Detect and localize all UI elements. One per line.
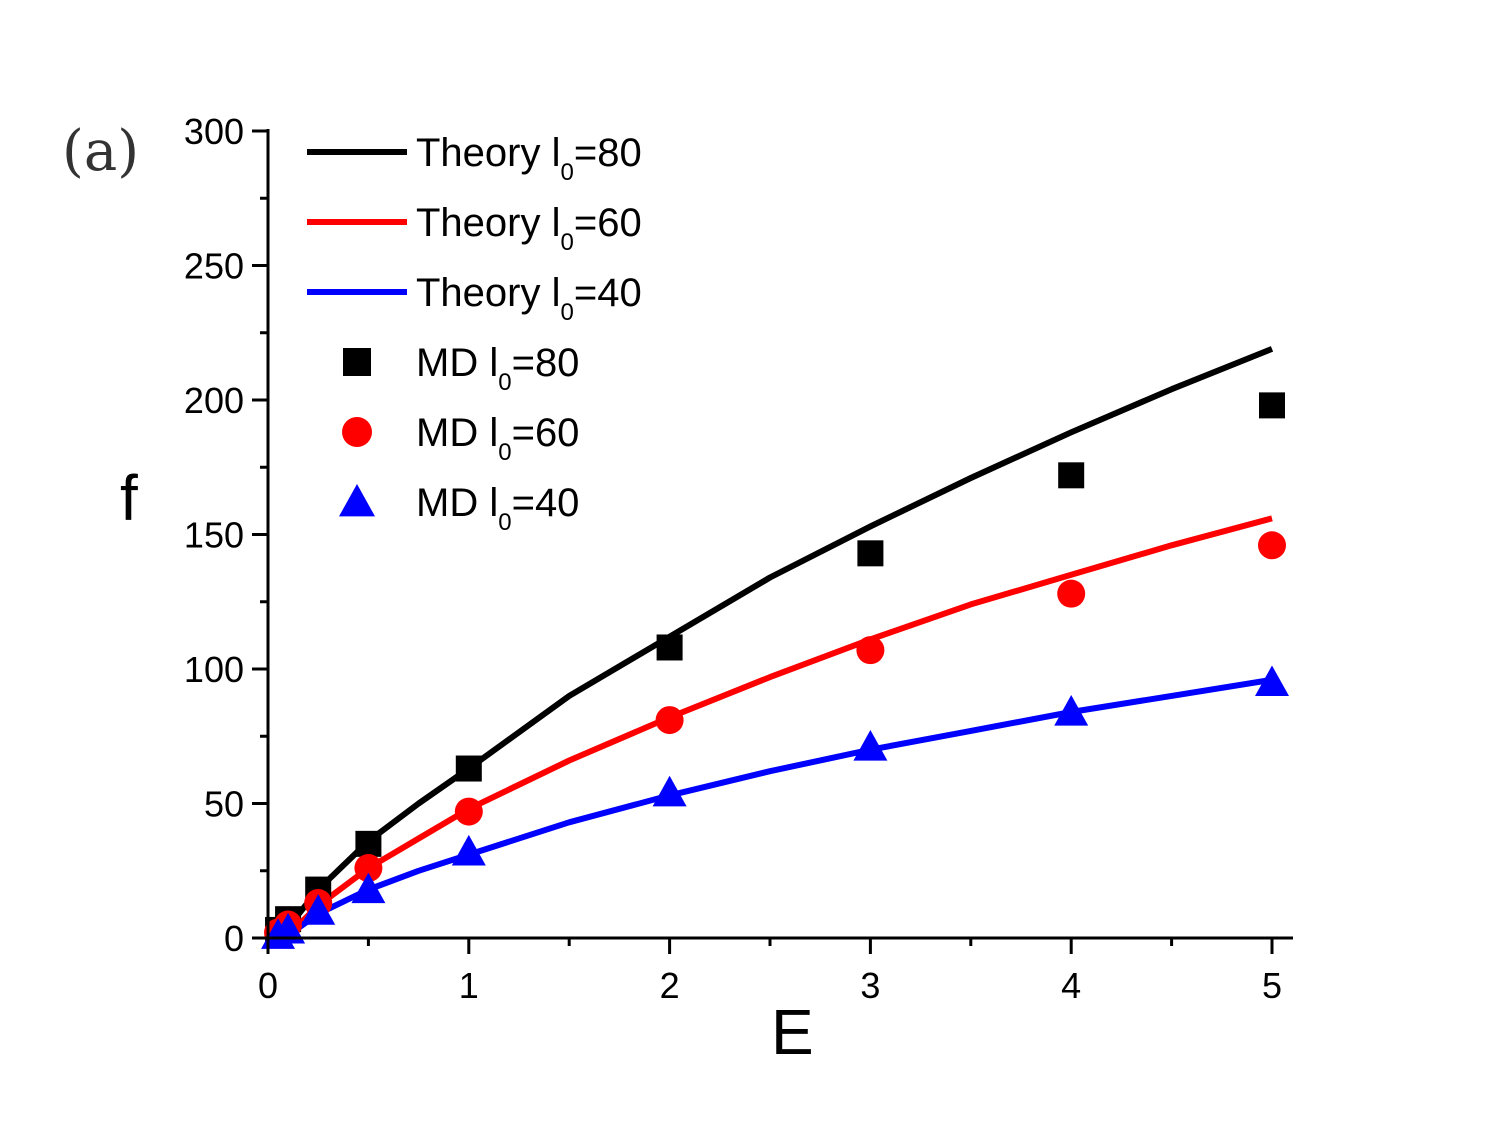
legend-label: MD l0=60 <box>416 411 579 466</box>
data-point <box>853 730 888 761</box>
y-tick-label: 0 <box>224 918 244 959</box>
legend-label: MD l0=40 <box>416 481 579 536</box>
panel-label: (a) <box>62 119 139 184</box>
legend-label: Theory l0=80 <box>416 131 642 186</box>
data-point <box>301 894 336 925</box>
x-tick-label: 5 <box>1262 965 1282 1006</box>
series-points-md-l0=80 <box>265 392 1285 943</box>
legend-label: Theory l0=60 <box>416 201 642 256</box>
x-tick-label: 1 <box>459 965 479 1006</box>
data-point <box>271 912 306 944</box>
y-tick-label: 250 <box>184 246 244 287</box>
data-point <box>454 797 483 826</box>
legend-entry: MD l0=60 <box>342 411 579 466</box>
x-tick-label: 0 <box>258 965 278 1006</box>
data-point <box>1058 462 1085 489</box>
legend-marker-swatch <box>339 484 375 517</box>
legend-label: Theory l0=40 <box>416 271 642 326</box>
data-point <box>655 706 684 735</box>
x-tick-label: 4 <box>1061 965 1081 1006</box>
legend-entry: Theory l0=80 <box>307 131 642 186</box>
y-tick-label: 150 <box>184 515 244 556</box>
data-point <box>856 636 885 665</box>
series-line-theory-l0=40 <box>286 676 1273 938</box>
data-point <box>656 634 683 661</box>
x-tick-label: 2 <box>660 965 680 1006</box>
data-point <box>354 854 383 883</box>
legend: Theory l0=80 Theory l0=60 Theory l0=40 MD l… <box>307 131 642 536</box>
data-point <box>1057 579 1086 608</box>
legend-label: MD l0=80 <box>416 341 579 396</box>
data-point <box>1259 392 1285 419</box>
data-point <box>455 755 482 782</box>
legend-marker-swatch <box>343 348 371 376</box>
data-point <box>351 872 386 904</box>
legend-entry: MD l0=80 <box>343 341 579 396</box>
data-point <box>451 834 486 866</box>
legend-entry: Theory l0=40 <box>307 271 642 326</box>
series-line-theory-l0=60 <box>285 515 1273 938</box>
data-point <box>652 775 687 807</box>
data-point <box>355 830 382 857</box>
y-axis-label: f <box>120 462 138 534</box>
y-tick-label: 200 <box>184 380 244 421</box>
data-point <box>1258 531 1286 560</box>
x-tick-label: 3 <box>860 965 880 1006</box>
y-tick-label: 300 <box>184 111 244 152</box>
series-points-md-l0=40 <box>261 665 1289 949</box>
legend-marker-swatch <box>342 417 372 447</box>
series-points-md-l0=60 <box>264 531 1286 947</box>
legend-entry: MD l0=40 <box>339 481 579 536</box>
data-point <box>857 540 884 567</box>
data-point <box>1255 665 1289 697</box>
x-axis-label: E <box>771 996 814 1068</box>
legend-entry: Theory l0=60 <box>307 201 642 256</box>
y-tick-label: 100 <box>184 649 244 690</box>
y-tick-label: 50 <box>204 784 244 825</box>
data-point <box>1054 695 1089 726</box>
